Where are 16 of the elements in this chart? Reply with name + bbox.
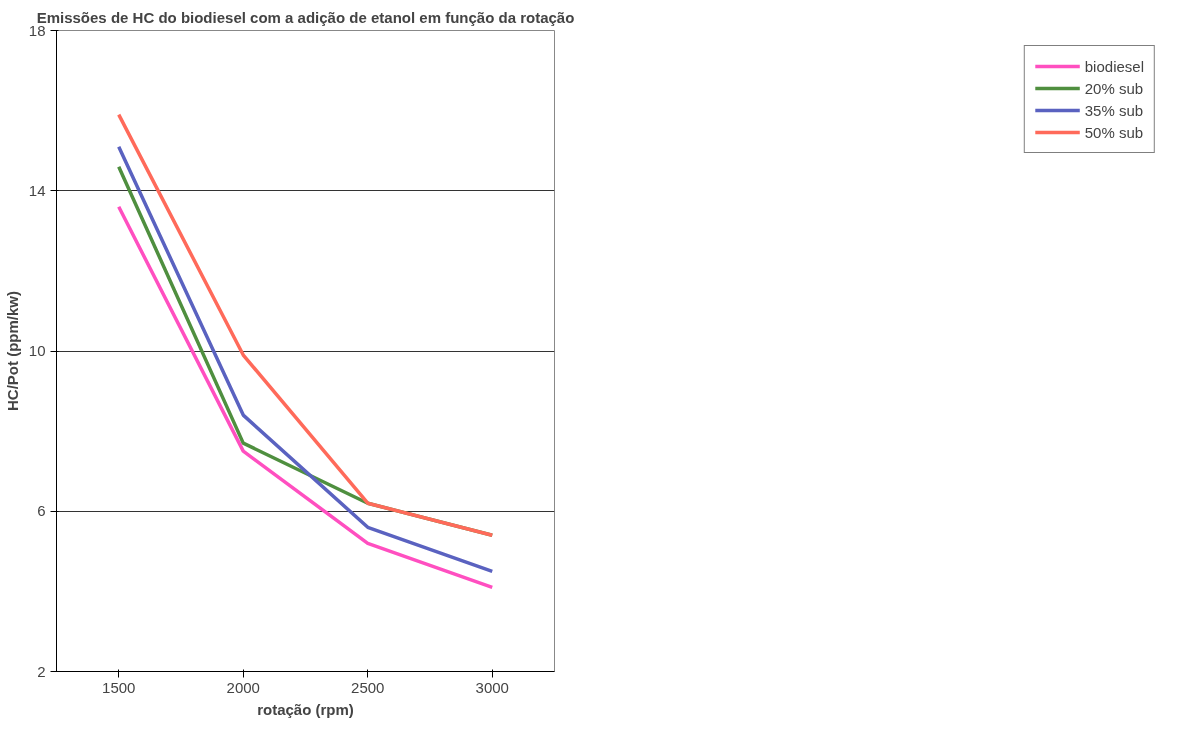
y-tick-label: 10 — [28, 342, 46, 359]
legend-label: 35% sub — [1084, 101, 1144, 119]
x-tick-label: 1500 — [102, 678, 136, 696]
y-tick-label: 2 — [37, 662, 46, 680]
line-series — [117, 205, 494, 590]
legend-label: 50% sub — [1084, 123, 1144, 141]
chart-title: Emissões de HC do biodiesel com a adição de etanol em função da rotação — [36, 8, 575, 26]
legend-label: biodiesel — [1084, 57, 1144, 75]
x-tick-label: 2000 — [226, 678, 260, 696]
x-tick-label: 3000 — [475, 678, 509, 696]
x-tick-label: 2500 — [351, 678, 385, 696]
y-tick-label: 6 — [37, 502, 46, 520]
x-axis-title: rotação (rpm) — [257, 700, 354, 718]
y-tick-label: 14 — [28, 181, 46, 199]
y-axis-title: HC/Pot (ppm/kw) — [3, 291, 21, 411]
legend-label: 20% sub — [1084, 79, 1144, 97]
